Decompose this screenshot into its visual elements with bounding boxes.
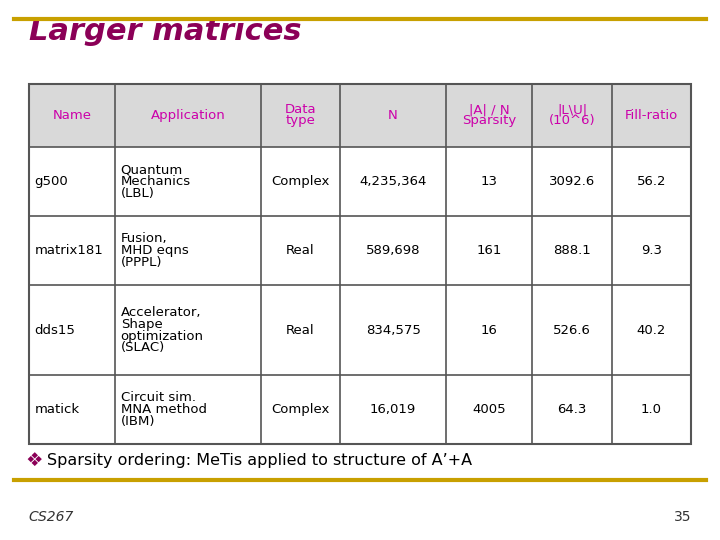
Text: matrix181: matrix181 xyxy=(35,244,103,258)
Text: 1.0: 1.0 xyxy=(641,403,662,416)
Text: 64.3: 64.3 xyxy=(557,403,587,416)
Text: |L\U|: |L\U| xyxy=(557,104,587,117)
Text: Fusion,: Fusion, xyxy=(121,232,167,246)
Text: Application: Application xyxy=(150,109,225,122)
Text: Data: Data xyxy=(284,104,316,117)
Text: Shape: Shape xyxy=(121,318,163,330)
Text: 526.6: 526.6 xyxy=(553,323,591,336)
Text: 161: 161 xyxy=(477,244,502,258)
Text: Fill-ratio: Fill-ratio xyxy=(625,109,678,122)
Text: 589,698: 589,698 xyxy=(366,244,420,258)
Text: 9.3: 9.3 xyxy=(641,244,662,258)
Text: 3092.6: 3092.6 xyxy=(549,175,595,188)
Text: 35: 35 xyxy=(674,510,691,524)
Text: Sparsity ordering: MeTis applied to structure of A’+A: Sparsity ordering: MeTis applied to stru… xyxy=(47,453,472,468)
Text: g500: g500 xyxy=(35,175,68,188)
Text: MHD eqns: MHD eqns xyxy=(121,244,189,258)
Text: Circuit sim.: Circuit sim. xyxy=(121,391,196,404)
Text: optimization: optimization xyxy=(121,329,204,342)
Text: matick: matick xyxy=(35,403,80,416)
Bar xyxy=(29,84,691,147)
Text: 16,019: 16,019 xyxy=(370,403,416,416)
Text: 834,575: 834,575 xyxy=(366,323,420,336)
Text: 4,235,364: 4,235,364 xyxy=(359,175,427,188)
Text: type: type xyxy=(285,114,315,127)
Text: (PPPL): (PPPL) xyxy=(121,256,162,269)
Text: (SLAC): (SLAC) xyxy=(121,341,165,354)
Text: Sparsity: Sparsity xyxy=(462,114,516,127)
Text: Name: Name xyxy=(53,109,91,122)
Text: MNA method: MNA method xyxy=(121,403,207,416)
Text: CS267: CS267 xyxy=(29,510,74,524)
Text: Mechanics: Mechanics xyxy=(121,175,191,188)
Text: 4005: 4005 xyxy=(472,403,506,416)
Bar xyxy=(29,84,691,444)
Text: Real: Real xyxy=(286,244,315,258)
Text: ❖: ❖ xyxy=(25,450,42,470)
Text: Accelerator,: Accelerator, xyxy=(121,306,201,319)
Text: Real: Real xyxy=(286,323,315,336)
Text: Quantum: Quantum xyxy=(121,163,183,176)
Text: (10^6): (10^6) xyxy=(549,114,595,127)
Text: N: N xyxy=(388,109,398,122)
Text: 13: 13 xyxy=(481,175,498,188)
Text: (IBM): (IBM) xyxy=(121,415,156,428)
Text: Complex: Complex xyxy=(271,403,330,416)
Text: |A| / N: |A| / N xyxy=(469,104,510,117)
Text: Complex: Complex xyxy=(271,175,330,188)
Text: dds15: dds15 xyxy=(35,323,76,336)
Text: 16: 16 xyxy=(481,323,498,336)
Text: 56.2: 56.2 xyxy=(636,175,666,188)
Text: Larger matrices: Larger matrices xyxy=(29,17,301,46)
Text: (LBL): (LBL) xyxy=(121,187,155,200)
Text: 888.1: 888.1 xyxy=(553,244,591,258)
Text: 40.2: 40.2 xyxy=(636,323,666,336)
